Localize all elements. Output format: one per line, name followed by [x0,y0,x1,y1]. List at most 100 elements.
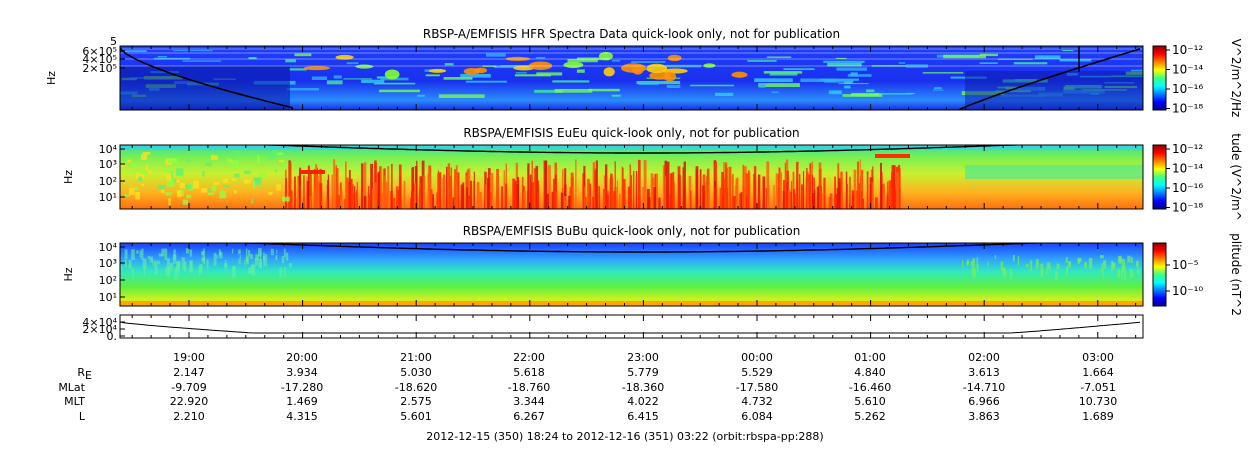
eueu-burst [438,172,442,209]
bubu-emission [239,255,241,265]
eueu-burst [736,177,739,209]
bubu-emission [168,266,170,274]
bubu-emission [173,249,176,260]
eueu-burst [721,171,724,209]
eueu-emission [133,187,139,191]
bubu-emission [1017,256,1020,266]
ephemeris-value: -18.760 [508,381,550,394]
hfr-emission [611,94,621,97]
hfr-emission [620,63,647,73]
bubu-emission [124,249,128,259]
bubu-emission [283,248,286,258]
eueu-burst [616,180,618,209]
x-tick-label: 20:00 [286,351,318,364]
ephemeris-value: 6.267 [513,410,545,423]
eueu-emission [253,178,260,182]
eueu-burst [874,197,878,209]
bubu-emission [238,249,241,255]
eueu-burst [835,193,838,209]
bubu-emission [251,264,254,273]
eueu-emission [276,184,281,191]
eueu-emission [127,159,131,163]
eueu-burst [791,181,793,209]
hfr-emission [612,60,621,62]
colorbar-tick-label: 10⁻¹² [1172,43,1203,57]
eueu-burst [432,194,434,209]
hfr-emission [311,76,328,80]
ephemeris-value: 3.344 [513,395,545,408]
eueu-emission [258,172,267,177]
eueu-burst [490,172,494,209]
eueu-burst [753,173,756,209]
eueu-emission [193,180,199,189]
eueu-burst [551,191,554,209]
hfr-emission [444,63,454,66]
eueu-burst [403,181,406,209]
hfr-fce-line [120,47,1141,110]
eueu-burst [899,168,901,209]
eueu-burst [798,173,801,209]
colorbar [1152,242,1167,307]
eueu-burst [818,168,822,209]
hfr-emission [285,59,296,63]
eueu-burst [447,163,450,209]
eueu-burst [828,196,831,209]
eueu-emission [245,165,251,168]
hfr-emission [588,88,620,92]
eueu-burst [861,169,864,209]
eueu-burst [757,174,761,209]
eueu-burst [315,164,318,209]
eueu-burst [427,173,430,209]
hfr-emission [289,68,307,71]
eueu-burst [859,159,861,209]
y-tick-label: 10⁴ [99,241,118,254]
eueu-emission [141,154,147,161]
bubu-emission [158,253,163,257]
eueu-burst [866,171,869,209]
eueu-burst [779,172,783,209]
ephemeris-value: -18.620 [395,381,437,394]
hfr-emission [766,56,792,58]
x-tick-label: 22:00 [513,351,545,364]
eueu-emission [201,188,208,193]
colorbar [1152,144,1167,210]
bubu-emission [244,260,246,266]
y-tick-label: 10² [99,175,117,188]
bubu-emission [124,259,127,269]
hfr-emission [493,65,527,69]
eueu-burst [449,175,452,209]
bubu-emission [181,257,185,270]
eueu-burst [460,184,464,209]
y-tick-label: 5 [110,35,117,48]
panel-frame [119,242,1144,307]
eueu-burst [575,159,577,209]
eueu-emission [223,178,229,184]
bubu-emission [231,248,234,254]
eueu-emission [211,185,217,192]
eueu-burst [629,164,631,209]
hfr-spectrogram [120,46,1143,110]
eueu-burst [662,165,666,209]
ephemeris-value: 5.601 [400,410,432,423]
hfr-emission [486,53,506,57]
hfr-emission [173,50,213,52]
eueu-burst [446,166,448,209]
eueu-burst [604,164,608,209]
ephemeris-value: 4.840 [854,366,886,379]
hfr-emission [373,82,416,85]
eueu-burst [383,175,386,209]
ephemeris-value: -18.360 [622,381,664,394]
hfr-emission [379,89,420,93]
panel-title-hfr: RBSP-A/EMFISIS HFR Spectra Data quick-lo… [423,27,840,41]
bubu-emission [1088,258,1093,269]
bubu-emission [1111,261,1114,272]
bubu-emission [248,267,253,275]
bubu-emission [166,266,170,277]
eueu-burst [309,195,312,209]
eueu-burst [587,178,590,209]
hfr-emission [800,78,836,83]
eueu-emission [166,173,172,181]
y-tick-label: 6×10⁵ [82,45,117,58]
bubu-emission [254,258,259,266]
